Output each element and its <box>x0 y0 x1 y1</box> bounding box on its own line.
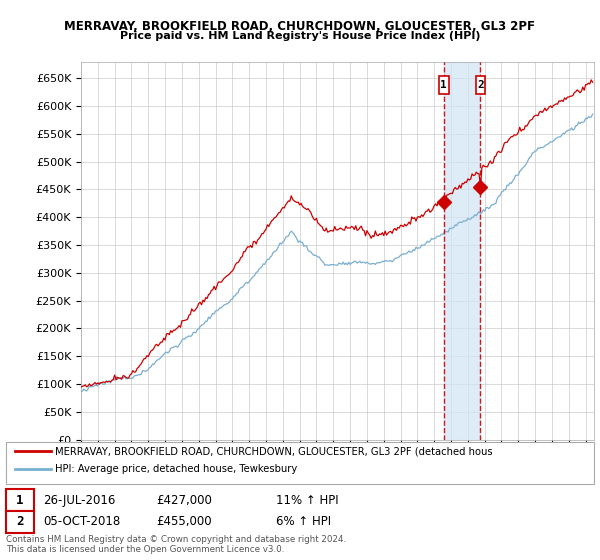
FancyBboxPatch shape <box>476 76 485 94</box>
Text: 2: 2 <box>16 515 23 529</box>
Text: HPI: Average price, detached house, Tewkesbury: HPI: Average price, detached house, Tewk… <box>55 464 298 474</box>
Text: £455,000: £455,000 <box>156 515 212 529</box>
FancyBboxPatch shape <box>439 76 449 94</box>
Text: £427,000: £427,000 <box>156 493 212 507</box>
Text: 6% ↑ HPI: 6% ↑ HPI <box>276 515 331 529</box>
Text: 26-JUL-2016: 26-JUL-2016 <box>43 493 116 507</box>
Text: Contains HM Land Registry data © Crown copyright and database right 2024.
This d: Contains HM Land Registry data © Crown c… <box>6 535 346 554</box>
Text: MERRAVAY, BROOKFIELD ROAD, CHURCHDOWN, GLOUCESTER, GL3 2PF (detached hous: MERRAVAY, BROOKFIELD ROAD, CHURCHDOWN, G… <box>55 446 493 456</box>
Text: MERRAVAY, BROOKFIELD ROAD, CHURCHDOWN, GLOUCESTER, GL3 2PF: MERRAVAY, BROOKFIELD ROAD, CHURCHDOWN, G… <box>65 20 536 32</box>
Bar <box>444 62 481 440</box>
Text: 1: 1 <box>440 80 447 90</box>
Text: 1: 1 <box>16 493 23 507</box>
Text: 11% ↑ HPI: 11% ↑ HPI <box>276 493 338 507</box>
Text: 05-OCT-2018: 05-OCT-2018 <box>43 515 121 529</box>
Text: Price paid vs. HM Land Registry's House Price Index (HPI): Price paid vs. HM Land Registry's House … <box>120 31 480 41</box>
Text: 2: 2 <box>477 80 484 90</box>
